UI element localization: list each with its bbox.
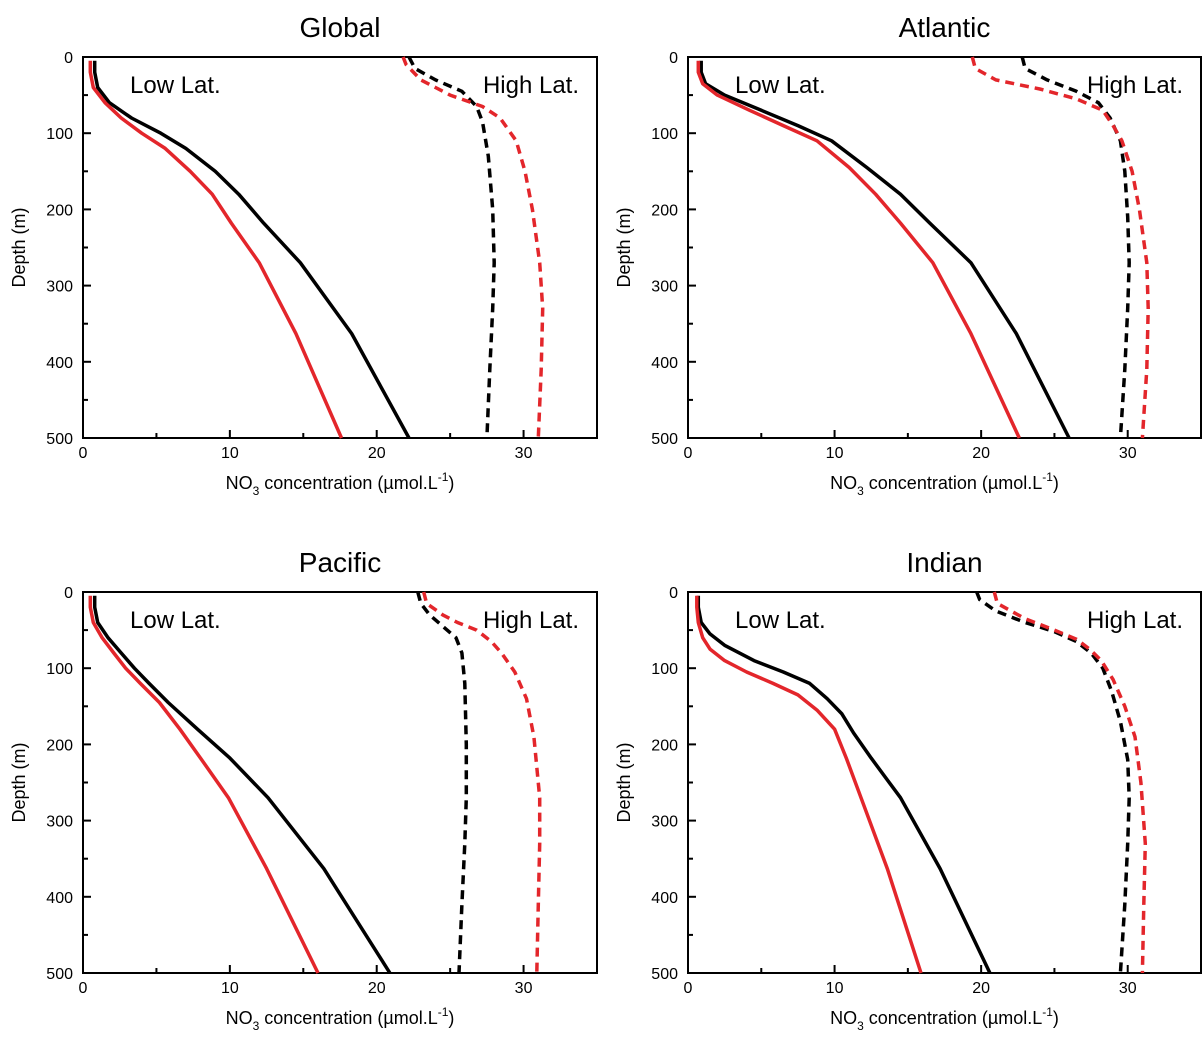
low-lat-label: Low Lat. [735, 72, 826, 99]
low-lat-red-profile-line [88, 595, 320, 974]
low-lat-black-profile-line [92, 595, 392, 974]
high-lat-black-profile-line [407, 56, 496, 439]
plot-frame [82, 56, 598, 439]
y-tick-label: 400 [46, 890, 73, 907]
x-tick-label: 30 [1119, 445, 1137, 462]
low-lat-label: Low Lat. [735, 607, 826, 634]
y-tick-label: 200 [46, 737, 73, 754]
x-tick-label: 30 [515, 980, 533, 997]
y-tick-label: 200 [651, 737, 678, 754]
chart-title: Atlantic [899, 12, 991, 43]
low-lat-red-profile-line [695, 595, 923, 974]
high-lat-red-profile-line [401, 56, 545, 439]
x-tick-label: 30 [1119, 980, 1137, 997]
x-tick-label: 10 [221, 980, 239, 997]
high-lat-label: High Lat. [483, 72, 579, 99]
x-tick-label: 10 [826, 445, 844, 462]
low-lat-red-profile-line [88, 60, 344, 439]
y-tick-label: 100 [651, 661, 678, 678]
y-axis-label: Depth (m) [614, 742, 634, 822]
low-lat-black-profile-line [92, 60, 411, 439]
y-tick-label: 300 [651, 814, 678, 831]
high-lat-black-profile-line [416, 591, 469, 974]
y-tick-label: 300 [46, 814, 73, 831]
x-axis-label: NO3 concentration (µmol.L-1) [226, 1005, 455, 1033]
chart-title: Pacific [299, 547, 381, 578]
y-tick-label: 100 [651, 126, 678, 143]
y-tick-label: 500 [46, 431, 73, 448]
y-tick-label: 200 [46, 202, 73, 219]
y-tick-label: 300 [651, 279, 678, 296]
plot-frame [82, 591, 598, 974]
x-tick-label: 30 [515, 445, 533, 462]
low-lat-label: Low Lat. [130, 72, 221, 99]
low-lat-black-profile-line [696, 595, 992, 974]
y-tick-label: 0 [64, 50, 73, 67]
high-lat-red-profile-line [992, 591, 1148, 974]
high-lat-red-profile-line [970, 56, 1150, 439]
high-lat-label: High Lat. [1087, 72, 1183, 99]
high-lat-label: High Lat. [483, 607, 579, 634]
x-tick-label: 20 [972, 445, 990, 462]
y-tick-label: 0 [669, 50, 678, 67]
y-tick-label: 0 [64, 585, 73, 602]
y-axis-label: Depth (m) [9, 207, 29, 287]
x-tick-label: 20 [368, 445, 386, 462]
chart-title: Global [300, 12, 381, 43]
x-tick-label: 0 [684, 445, 693, 462]
x-tick-label: 0 [684, 980, 693, 997]
x-tick-label: 20 [972, 980, 990, 997]
y-tick-label: 500 [651, 431, 678, 448]
high-lat-red-profile-line [422, 591, 542, 974]
low-lat-red-profile-line [696, 60, 1021, 439]
y-axis-label: Depth (m) [9, 742, 29, 822]
low-lat-black-profile-line [699, 60, 1071, 439]
y-tick-label: 400 [651, 890, 678, 907]
x-tick-label: 20 [368, 980, 386, 997]
x-axis-label: NO3 concentration (µmol.L-1) [226, 470, 455, 498]
y-tick-label: 200 [651, 202, 678, 219]
y-tick-label: 500 [46, 966, 73, 983]
y-tick-label: 500 [651, 966, 678, 983]
x-axis-label: NO3 concentration (µmol.L-1) [830, 470, 1059, 498]
y-tick-label: 0 [669, 585, 678, 602]
y-tick-label: 100 [46, 661, 73, 678]
y-tick-label: 300 [46, 279, 73, 296]
y-tick-label: 100 [46, 126, 73, 143]
y-tick-label: 400 [651, 355, 678, 372]
high-lat-label: High Lat. [1087, 607, 1183, 634]
x-tick-label: 0 [79, 445, 88, 462]
chart-title: Indian [906, 547, 982, 578]
x-axis-label: NO3 concentration (µmol.L-1) [830, 1005, 1059, 1033]
plot-frame [687, 591, 1202, 974]
low-lat-label: Low Lat. [130, 607, 221, 634]
x-tick-label: 10 [221, 445, 239, 462]
y-axis-label: Depth (m) [614, 207, 634, 287]
x-tick-label: 0 [79, 980, 88, 997]
y-tick-label: 400 [46, 355, 73, 372]
high-lat-black-profile-line [975, 591, 1131, 974]
x-tick-label: 10 [826, 980, 844, 997]
